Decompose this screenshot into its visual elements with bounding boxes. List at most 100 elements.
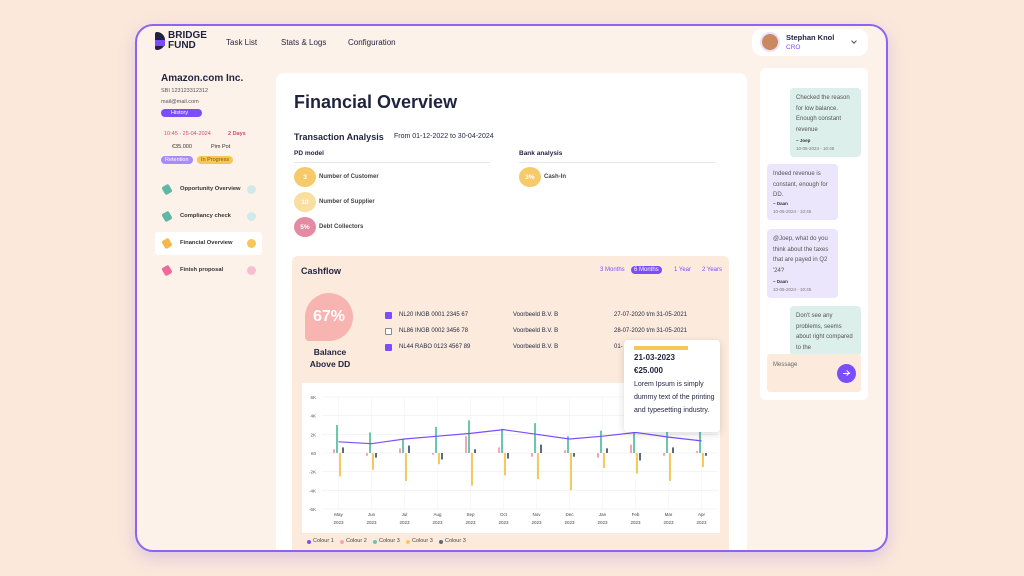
send-button[interactable] [837,364,856,383]
range-button[interactable]: 1 Year [674,267,692,273]
history-button[interactable]: History [161,109,203,117]
x-tick-label: Feb 2023 [630,512,641,525]
bar [438,453,440,465]
legend-swatch [307,540,311,544]
chat-message: Indeed revenue is constant, enough for D… [767,164,838,220]
metric-badge: 5% [294,217,316,237]
user-card[interactable]: Stephan Knol CRO [752,29,868,56]
y-tick-label: 4K [310,414,316,419]
account-period: 28-07-2020 t/m 31-05-2021 [614,328,688,334]
bar [636,453,638,474]
bar [600,430,602,453]
range-button[interactable]: 6 Months [631,266,662,274]
legend-label: Colour 2 [346,538,367,544]
bar [570,453,572,491]
checkbox[interactable] [385,344,392,351]
tooltip-amount: €25.000 [634,366,663,375]
metric-value: 10 [301,198,309,206]
bar [342,447,344,453]
logo-mark-accent [155,40,165,46]
nav-item[interactable]: Configuration [348,38,396,47]
chart: -6K -4K -2K €0 2K 4K 6K May 2023 Jun 2023 Jul 2023 Au… [309,395,718,525]
metric-label: Number of Customer [319,174,379,180]
gauge-label: Balance Above DD [309,347,351,369]
step-status [247,185,256,194]
bar [399,448,401,453]
message-date: 10-05-2024 - 10:45 [796,146,835,151]
metric-badge: 10 [294,192,316,212]
metric-value: 3 [303,173,307,181]
step-label[interactable]: Compliancy check [180,213,231,219]
account-iban: NL20 INGB 0001 2345 67 [399,312,469,318]
checkbox[interactable] [385,312,392,319]
bar [504,453,506,476]
nav-item[interactable]: Stats & Logs [281,38,327,47]
step-label[interactable]: Financial Overview [180,240,233,246]
chat-message: Don't see any problems, seems about righ… [790,306,861,356]
bar [663,453,665,456]
bar [408,445,410,453]
x-tick-label: Apr 2023 [696,512,707,525]
bar [498,447,500,453]
message-text: Indeed revenue is constant, enough for D… [773,171,828,198]
x-tick-label: Nov 2023 [531,512,542,525]
y-tick-label: €0 [311,451,317,456]
metric-label: Number of Supplier [319,199,375,205]
bar [402,439,404,453]
legend-swatch [373,540,377,544]
y-tick-label: -2K [309,470,316,475]
step-label[interactable]: Opportunity Overview [180,186,241,192]
y-tick-label: -6K [309,507,316,512]
chevron[interactable] [851,38,857,44]
x-tick-label: Mar 2023 [663,512,674,525]
person: Pim Pot [211,144,231,150]
x-tick-label: Jan 2023 [597,512,608,525]
nav-item[interactable]: Task List [226,38,258,47]
sbi: SBI 123123312312 [161,88,209,94]
bar [567,436,569,453]
range-button[interactable]: 2 Years [702,267,723,273]
metric-value: 3% [525,173,535,181]
chat-message: Checked the reason for low balance. Enou… [790,88,861,157]
range-button[interactable]: 3 Months [600,267,625,273]
checkbox[interactable] [385,328,392,335]
divider [519,162,715,163]
x-tick-label: May 2023 [333,512,344,525]
main-card: Financial Overview Transaction Analysis Fr… [276,73,747,550]
cashflow-title: Cashflow [301,266,342,276]
bar [699,429,701,453]
bar [474,449,476,453]
tooltip-bar [634,346,688,350]
bar [471,453,473,486]
bar [666,413,668,453]
active-step [155,232,262,255]
gauge: 67% [305,293,353,341]
legend-label: Colour 3 [445,538,466,544]
send-arrow-head [844,370,850,376]
tooltip-date: 21-03-2023 [634,353,675,362]
days: 2 Days [228,131,246,137]
tag: In Progress [197,156,234,164]
message-text: @Joep, what do you think about the taxes… [773,236,829,274]
message-input[interactable]: Message [767,354,861,392]
bar [534,423,536,453]
bar [531,453,533,457]
legend-swatch [406,540,410,544]
bar [468,420,470,453]
step-label[interactable]: Finish proposal [180,267,224,273]
section-title: PD model [294,150,324,157]
logo-text: BRIDGE [168,30,207,41]
tag: Retention [161,156,193,164]
bar [375,453,377,458]
user-name: Stephan Knol [786,33,835,42]
bar [501,428,503,453]
bar [696,451,698,453]
bar [606,448,608,453]
bar [432,453,434,455]
legend-label: Colour 3 [412,538,433,544]
cashflow-panel: Cashflow 3 Months 6 Months 1 Year 2 Years 67%… [292,256,729,550]
account-period: 27-07-2020 t/m 31-05-2021 [614,312,688,318]
bar [564,450,566,453]
step-status [247,266,256,275]
